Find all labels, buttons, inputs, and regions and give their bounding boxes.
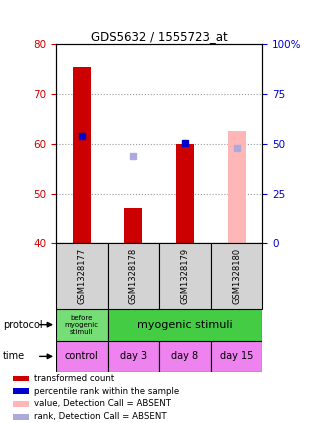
Bar: [56, 243, 108, 309]
Bar: [228, 132, 246, 243]
Title: GDS5632 / 1555723_at: GDS5632 / 1555723_at: [91, 30, 228, 43]
Bar: [12, 401, 29, 407]
Bar: [12, 376, 29, 382]
Text: GSM1328177: GSM1328177: [77, 248, 86, 304]
Bar: [159, 243, 211, 309]
Text: time: time: [3, 352, 25, 361]
Text: value, Detection Call = ABSENT: value, Detection Call = ABSENT: [34, 399, 171, 409]
Text: GSM1328180: GSM1328180: [232, 248, 241, 304]
Text: GSM1328178: GSM1328178: [129, 248, 138, 304]
Bar: [12, 414, 29, 420]
Bar: [108, 341, 159, 372]
Text: GSM1328179: GSM1328179: [180, 248, 189, 304]
Bar: [108, 243, 159, 309]
Bar: [124, 209, 142, 243]
Bar: [176, 144, 194, 243]
Text: transformed count: transformed count: [34, 374, 114, 383]
Bar: [12, 388, 29, 394]
Text: day 8: day 8: [172, 352, 199, 361]
Bar: [211, 341, 262, 372]
Text: control: control: [65, 352, 99, 361]
Bar: [159, 341, 211, 372]
Bar: [56, 341, 108, 372]
Bar: [56, 309, 108, 341]
Text: day 3: day 3: [120, 352, 147, 361]
Text: before
myogenic
stimuli: before myogenic stimuli: [65, 315, 99, 335]
Text: myogenic stimuli: myogenic stimuli: [137, 320, 233, 330]
Text: day 15: day 15: [220, 352, 253, 361]
Text: protocol: protocol: [3, 320, 43, 330]
Bar: [211, 243, 262, 309]
Bar: [73, 67, 91, 243]
Text: rank, Detection Call = ABSENT: rank, Detection Call = ABSENT: [34, 412, 167, 421]
Text: percentile rank within the sample: percentile rank within the sample: [34, 387, 179, 396]
Bar: [108, 309, 262, 341]
